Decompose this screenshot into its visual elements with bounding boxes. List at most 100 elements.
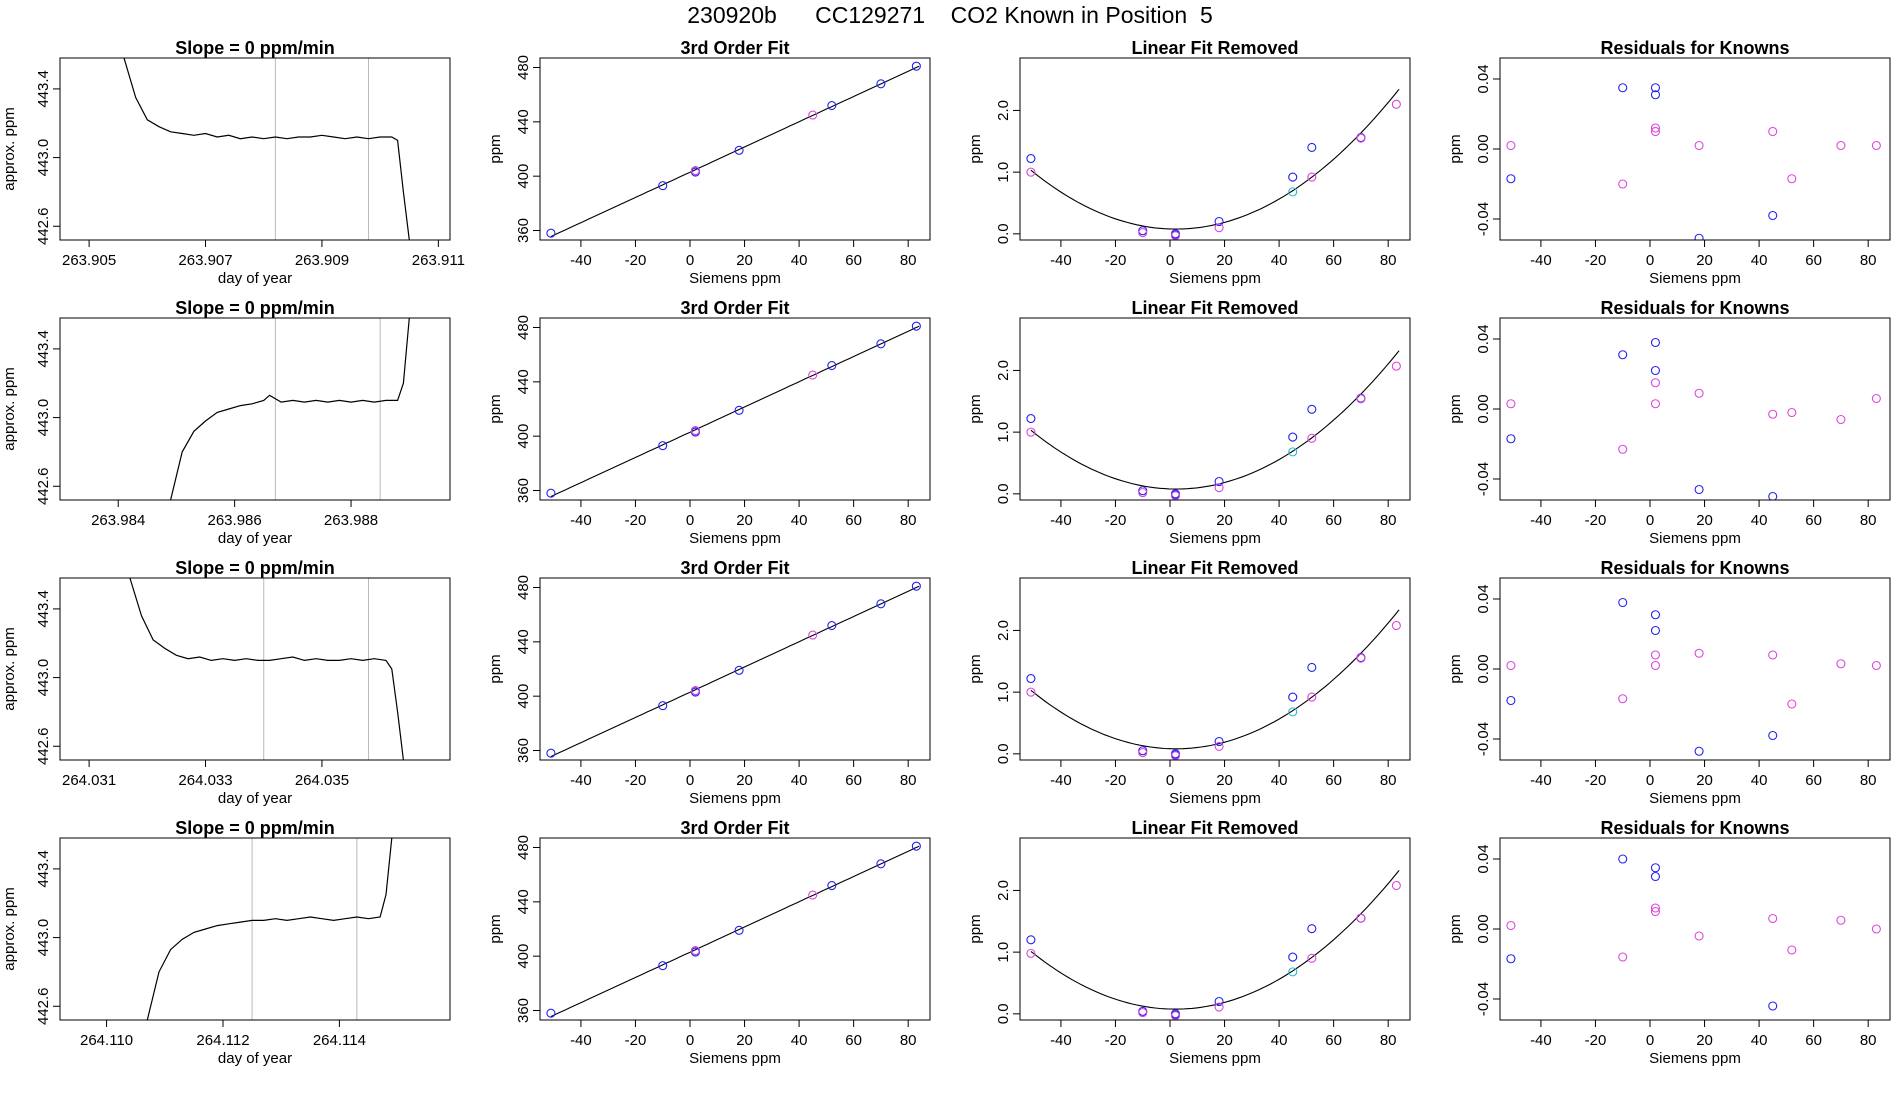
data-point-magenta [1787, 407, 1797, 418]
y-tick-label: 0.04 [1475, 324, 1492, 353]
x-tick-label: 0 [686, 1032, 694, 1049]
data-point-blue [1650, 871, 1661, 882]
x-tick-label: -40 [1050, 512, 1072, 529]
x-tick-label: 264.114 [313, 1032, 366, 1049]
data-point-blue [1618, 854, 1628, 864]
x-tick-label: 263.905 [62, 252, 116, 269]
y-tick-label: 0.04 [1475, 844, 1492, 873]
plot-area [1026, 88, 1401, 240]
x-tick-label: 60 [845, 772, 862, 789]
x-tick-label: 60 [1805, 772, 1822, 789]
x-tick-label: -20 [625, 772, 647, 789]
x-tick-label: 80 [1860, 1032, 1877, 1049]
y-tick-label: -0.04 [1475, 982, 1492, 1016]
data-point-blue [1506, 954, 1516, 964]
fit-curve [1030, 88, 1400, 230]
x-tick-label: 40 [1271, 512, 1288, 529]
data-point-magenta [808, 110, 818, 120]
data-point-blue [1214, 476, 1224, 487]
panel-r4c4: Residuals for Knowns -40 -20 0 20 40 60 80 Sieme… [1447, 818, 1891, 1067]
x-tick-label: 0 [1646, 772, 1654, 789]
data-point-blue [911, 321, 921, 331]
data-point-magenta [808, 890, 818, 900]
x-tick-label: 60 [1325, 512, 1342, 529]
x-tick-label: -40 [570, 512, 592, 529]
y-tick-label: 2.0 [995, 880, 1012, 901]
data-point-blue [1307, 142, 1317, 153]
data-point-blue [1288, 692, 1298, 702]
plot-frame [1499, 317, 1891, 501]
plot-area [170, 318, 410, 500]
data-point-magenta [1694, 388, 1704, 398]
data-point-blue [546, 748, 556, 758]
data-point-blue [546, 228, 556, 238]
panel-r2c3: Linear Fit Removed -40 -20 0 20 40 60 80 Siemens… [967, 298, 1411, 547]
data-point-blue [827, 100, 837, 111]
data-point-magenta [1026, 948, 1036, 958]
y-tick-label: 442.6 [35, 467, 52, 505]
data-point-blue [734, 665, 744, 675]
panel-r2c4: Residuals for Knowns -40 -20 0 20 40 60 80 Sieme… [1447, 298, 1891, 547]
data-point-blue [1768, 491, 1778, 500]
plot-frame [59, 57, 451, 241]
y-tick-label: 443.0 [35, 399, 52, 437]
panel-title: Linear Fit Removed [1131, 298, 1298, 318]
data-point-magenta [1650, 903, 1661, 913]
data-point-blue [1214, 216, 1224, 227]
concentration-trace [123, 58, 410, 240]
data-point-blue [876, 599, 886, 609]
data-point-blue [1650, 365, 1661, 376]
data-point-magenta [1356, 394, 1366, 404]
panel-r3c2: 3rd Order Fit -40 -20 0 20 40 60 80 Siemens ppm 3… [487, 558, 931, 807]
data-point-blue [1650, 90, 1661, 100]
x-tick-label: 0 [1166, 1032, 1174, 1049]
data-point-blue [734, 145, 744, 155]
y-tick-label: 443.0 [35, 139, 52, 177]
data-point-magenta [690, 426, 701, 436]
x-tick-label: 20 [736, 772, 753, 789]
x-tick-label: -40 [1050, 252, 1072, 269]
data-point-blue [1768, 210, 1778, 221]
x-tick-label: 0 [1646, 252, 1654, 269]
fit-curve [1030, 870, 1400, 1010]
data-point-magenta [1391, 620, 1401, 631]
plot-frame [1499, 577, 1891, 761]
x-tick-label: -20 [1105, 512, 1127, 529]
plot-area [546, 321, 921, 498]
y-tick-label: 2.0 [995, 620, 1012, 641]
x-tick-label: 60 [845, 1032, 862, 1049]
y-tick-label: 360 [515, 218, 532, 243]
data-point-magenta [1836, 659, 1846, 669]
plot-frame [59, 317, 451, 501]
x-tick-label: -20 [1585, 1032, 1607, 1049]
data-point-magenta [690, 166, 701, 176]
data-point-blue [1768, 730, 1778, 741]
data-point-magenta [1170, 231, 1181, 240]
data-point-magenta [1836, 414, 1846, 425]
data-point-blue [1307, 924, 1317, 934]
data-point-magenta [1170, 491, 1181, 500]
x-tick-label: 264.112 [196, 1032, 249, 1049]
data-point-magenta [1214, 1002, 1224, 1012]
data-point-magenta [1871, 924, 1881, 934]
y-tick-label: 1.0 [995, 682, 1012, 703]
data-point-magenta [1836, 140, 1846, 151]
y-tick-label: 480 [515, 315, 532, 340]
x-tick-label: 60 [845, 512, 862, 529]
data-point-blue [1618, 350, 1628, 360]
y-tick-label: 480 [515, 575, 532, 600]
y-tick-label: 0.0 [995, 1003, 1012, 1024]
x-tick-label: 264.033 [178, 772, 232, 789]
x-tick-label: 60 [1325, 772, 1342, 789]
x-axis-label: Siemens ppm [689, 270, 781, 287]
panel-r2c2: 3rd Order Fit -40 -20 0 20 40 60 80 Siemens ppm 3… [487, 298, 931, 547]
panel-r3c4: Residuals for Knowns -40 -20 0 20 40 60 80 Sieme… [1447, 558, 1891, 807]
data-point-cyan [1288, 187, 1298, 197]
x-tick-label: 264.035 [295, 772, 349, 789]
y-tick-label: 443.0 [35, 919, 52, 957]
x-axis-label: Siemens ppm [1169, 790, 1261, 807]
y-tick-label: 443.4 [35, 590, 52, 628]
plot-frame [539, 577, 931, 761]
x-tick-label: 40 [791, 252, 808, 269]
